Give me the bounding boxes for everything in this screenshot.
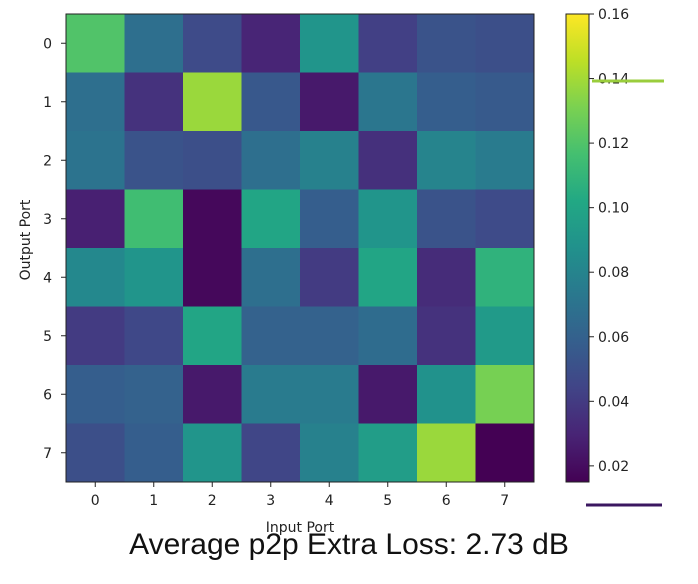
heatmap-cell-r4-c1	[124, 248, 184, 307]
heatmap-cell-r6-c5	[358, 365, 418, 424]
x-tick-label: 2	[208, 493, 217, 509]
heatmap-cell-r7-c0	[66, 423, 125, 483]
heatmap-cell-r3-c3	[241, 189, 301, 249]
y-tick-label: 3	[43, 212, 52, 228]
y-tick-label: 1	[43, 95, 52, 111]
colorbar-tick-label: 0.16	[598, 7, 629, 23]
heatmap-cell-r3-c5	[358, 189, 418, 249]
heatmap-cell-r0-c1	[124, 14, 184, 73]
heatmap-cell-r0-c3	[241, 14, 301, 73]
colorbar-ticks: 0.020.040.060.080.100.120.140.16	[589, 7, 629, 475]
x-tick-label: 1	[149, 493, 158, 509]
heatmap-cell-r0-c2	[183, 14, 242, 73]
heatmap-cell-r2-c7	[475, 131, 535, 190]
heatmap-cell-r7-c5	[358, 423, 418, 483]
heatmap-cell-r2-c6	[417, 131, 476, 190]
heatmap-cell-r5-c0	[66, 306, 125, 366]
colorbar-tick-label: 0.12	[598, 136, 629, 152]
heatmap-cell-r6-c7	[475, 365, 535, 424]
heatmap-cell-r5-c2	[183, 306, 242, 366]
y-tick-label: 0	[43, 36, 52, 52]
heatmap-cell-r2-c5	[358, 131, 418, 190]
heatmap-cell-r7-c4	[300, 423, 359, 483]
y-axis-ticks: 0 1 2 3 4 5 6 7	[43, 36, 66, 462]
heatmap-cell-r7-c1	[124, 423, 184, 483]
heatmap-cells	[66, 14, 535, 483]
heatmap-cell-r3-c1	[124, 189, 184, 249]
heatmap-cell-r0-c7	[475, 14, 535, 73]
x-axis-ticks: 0 1 2 3 4 5 6 7	[91, 482, 509, 509]
heatmap-cell-r1-c6	[417, 72, 476, 132]
heatmap-cell-r1-c2	[183, 72, 242, 132]
heatmap-cell-r4-c0	[66, 248, 125, 307]
heatmap-cell-r2-c2	[183, 131, 242, 190]
heatmap-cell-r5-c5	[358, 306, 418, 366]
heatmap-cell-r2-c0	[66, 131, 125, 190]
heatmap-cell-r0-c5	[358, 14, 418, 73]
heatmap-cell-r4-c3	[241, 248, 301, 307]
colorbar	[565, 13, 590, 483]
heatmap-cell-r5-c7	[475, 306, 535, 366]
colorbar-tick-label: 0.06	[598, 330, 629, 346]
heatmap-cell-r1-c7	[475, 72, 535, 132]
colorbar-tick-label: 0.10	[598, 201, 629, 217]
heatmap-cell-r4-c6	[417, 248, 476, 307]
y-tick-label: 6	[43, 387, 52, 403]
heatmap-cell-r1-c5	[358, 72, 418, 132]
heatmap-cell-r6-c4	[300, 365, 359, 424]
x-tick-label: 7	[500, 493, 509, 509]
heatmap-cell-r7-c7	[475, 423, 535, 483]
colorbar-tick-label: 0.02	[598, 459, 629, 475]
x-tick-label: 0	[91, 493, 100, 509]
y-tick-label: 5	[43, 329, 52, 345]
heatmap-cell-r5-c3	[241, 306, 301, 366]
heatmap-cell-r5-c4	[300, 306, 359, 366]
heatmap-cell-r6-c0	[66, 365, 125, 424]
heatmap-cell-r7-c6	[417, 423, 476, 483]
heatmap-cell-r5-c1	[124, 306, 184, 366]
heatmap-cell-r3-c4	[300, 189, 359, 249]
y-tick-label: 2	[43, 153, 52, 169]
heatmap-cell-r3-c0	[66, 189, 125, 249]
heatmap-cell-r4-c7	[475, 248, 535, 307]
x-tick-label: 4	[325, 493, 334, 509]
x-tick-label: 5	[383, 493, 392, 509]
colorbar-tick-label: 0.08	[598, 265, 629, 281]
y-tick-label: 4	[43, 270, 52, 286]
heatmap-cell-r7-c2	[183, 423, 242, 483]
heatmap-cell-r1-c1	[124, 72, 184, 132]
x-tick-label: 6	[442, 493, 451, 509]
heatmap-cell-r6-c6	[417, 365, 476, 424]
heatmap-cell-r4-c5	[358, 248, 418, 307]
heatmap-cell-r3-c2	[183, 189, 242, 249]
heatmap-cell-r6-c2	[183, 365, 242, 424]
x-axis-label: Input Port	[266, 520, 335, 536]
y-tick-label: 7	[43, 446, 52, 462]
colorbar-tick-label: 0.04	[598, 394, 629, 410]
y-axis-label: Output Port	[18, 199, 34, 280]
heatmap-cell-r6-c3	[241, 365, 301, 424]
heatmap-cell-r0-c6	[417, 14, 476, 73]
heatmap-cell-r2-c1	[124, 131, 184, 190]
heatmap-cell-r2-c4	[300, 131, 359, 190]
heatmap-cell-r4-c2	[183, 248, 242, 307]
heatmap-cell-r2-c3	[241, 131, 301, 190]
heatmap-cell-r0-c4	[300, 14, 359, 73]
heatmap-cell-r7-c3	[241, 423, 301, 483]
heatmap-cell-r1-c0	[66, 72, 125, 132]
heatmap-cell-r4-c4	[300, 248, 359, 307]
average-loss-caption: Average p2p Extra Loss: 2.73 dB	[129, 528, 569, 561]
heatmap-cell-r5-c6	[417, 306, 476, 366]
heatmap-cell-r6-c1	[124, 365, 184, 424]
heatmap-cell-r1-c3	[241, 72, 301, 132]
heatmap-cell-r3-c7	[475, 189, 535, 249]
x-tick-label: 3	[266, 493, 275, 509]
plot-frame	[65, 13, 535, 483]
heatmap-cell-r0-c0	[66, 14, 125, 73]
heatmap-cell-r1-c4	[300, 72, 359, 132]
heatmap-cell-r3-c6	[417, 189, 476, 249]
